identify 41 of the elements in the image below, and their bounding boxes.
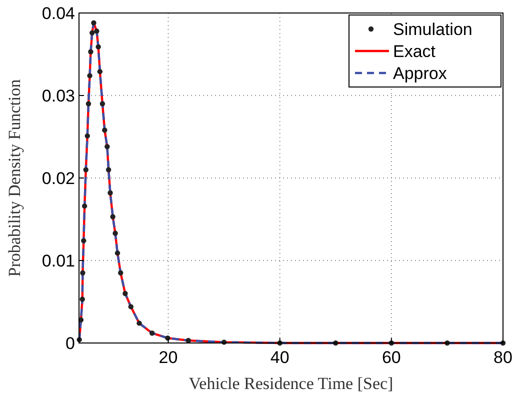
point (128, 304, 134, 310)
y-tick-label: 0.03 (42, 86, 75, 106)
x-axis-title: Vehicle Residence Time [Sec] (188, 374, 394, 393)
point (86, 101, 92, 106)
y-tick-label: 0.02 (42, 169, 75, 188)
point (110, 214, 116, 220)
y-tick-label: 0 (66, 334, 75, 353)
point (88, 49, 94, 54)
x-tick-label: 80 (494, 348, 512, 367)
point (83, 167, 88, 172)
x-tick-label: 60 (382, 348, 401, 367)
point (84, 133, 90, 139)
point (87, 73, 92, 78)
point (104, 144, 110, 150)
point (136, 320, 142, 326)
point (81, 238, 86, 244)
point (102, 128, 108, 133)
x-tick-label: 20 (158, 348, 178, 367)
legend-label: Exact (393, 42, 436, 61)
point (100, 101, 106, 106)
point (106, 167, 112, 172)
point (118, 270, 124, 276)
point (82, 203, 88, 209)
legend-label: Approx (393, 64, 448, 83)
point (90, 30, 95, 36)
point (97, 68, 103, 74)
point (94, 28, 100, 34)
point (149, 330, 155, 336)
legend-label: Simulation (393, 20, 472, 39)
point (122, 290, 128, 296)
y-axis-title: Probability Density Function (5, 78, 24, 277)
point (108, 190, 113, 196)
point (80, 270, 86, 276)
point (114, 250, 120, 256)
x-tick-label: 40 (270, 348, 290, 367)
point (80, 296, 85, 302)
point (96, 44, 101, 50)
y-tick-label: 0.01 (42, 252, 75, 270)
y-tick-label: 0.04 (42, 4, 75, 23)
point (112, 230, 118, 236)
point (91, 20, 96, 26)
